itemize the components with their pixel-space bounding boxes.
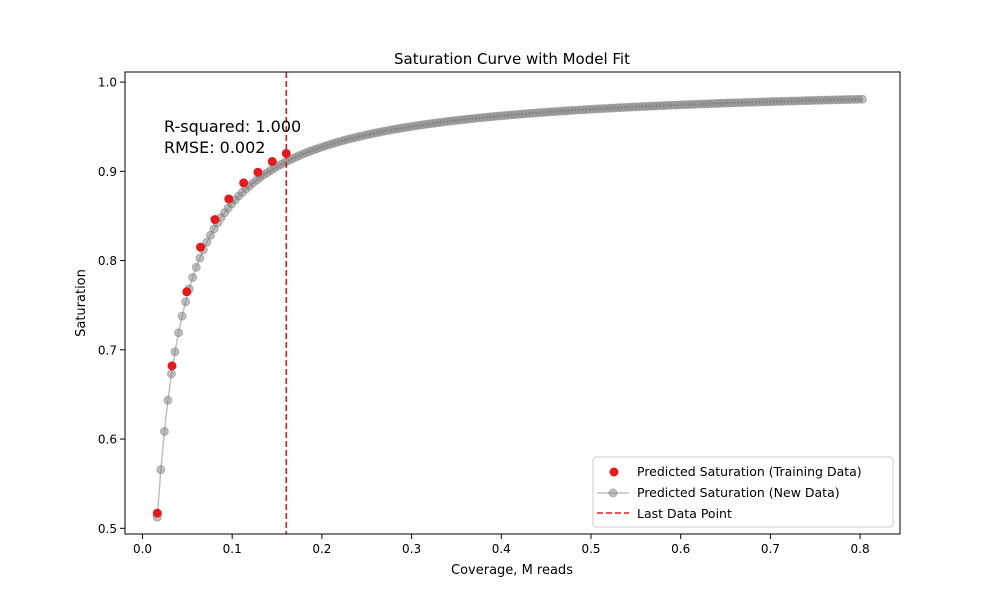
new-data-point [166,369,176,379]
training-data-point [224,194,234,204]
y-tick-label: 0.6 [98,433,117,447]
x-tick-label: 0.3 [402,542,421,556]
x-tick-label: 0.1 [223,542,242,556]
rmse-annotation: RMSE: 0.002 [164,138,265,157]
x-tick-label: 0.0 [133,542,152,556]
x-axis-label: Coverage, M reads [451,563,573,578]
training-data-point [196,242,206,252]
new-data-point [159,426,169,436]
new-data-point [156,465,166,475]
y-tick-label: 0.9 [98,165,117,179]
new-data-point [181,297,191,307]
x-axis: 0.0 0.1 0.2 0.3 0.4 0.5 0.6 0.7 0.8 [133,534,870,556]
legend-box [592,456,894,528]
y-axis: 0.5 0.6 0.7 0.8 0.9 1.0 [98,76,125,536]
training-data-point [167,361,177,371]
y-tick-label: 1.0 [98,76,117,90]
stats-annotation: R-squared: 1.000 RMSE: 0.002 [164,117,301,157]
y-axis-label: Saturation [74,269,89,337]
training-data-point [253,167,263,177]
x-tick-label: 0.7 [761,542,780,556]
new-data-point [188,273,198,282]
y-tick-label: 0.5 [98,522,117,536]
training-data-point [152,508,162,518]
new-data-point [191,262,201,272]
new-data-point [174,328,184,338]
new-data-point [170,347,180,357]
r-squared-annotation: R-squared: 1.000 [164,117,301,136]
plot-frame [124,71,901,535]
x-tick-label: 0.5 [581,542,600,556]
chart-title: Saturation Curve with Model Fit [394,50,630,68]
y-tick-label: 0.7 [98,343,117,357]
training-data-point [239,178,249,188]
new-data-point [202,237,212,247]
x-tick-label: 0.6 [671,542,690,556]
legend-marker-new [608,488,618,498]
new-data-point [177,311,187,321]
training-data-point [210,215,220,225]
training-data-point [267,157,277,167]
x-tick-label: 0.2 [312,542,331,556]
legend: Predicted Saturation (Training Data) Pre… [592,456,894,528]
new-data-point [857,94,867,104]
legend-marker-training [609,467,619,477]
x-tick-label: 0.8 [851,542,870,556]
training-data-point [182,287,192,297]
x-tick-label: 0.4 [492,542,511,556]
legend-label-last: Last Data Point [637,506,732,521]
y-tick-label: 0.8 [98,254,117,268]
new-data-point [163,395,173,405]
legend-label-training: Predicted Saturation (Training Data) [637,464,862,479]
training-data-layer [152,148,291,518]
new-data-point [195,253,205,263]
legend-label-new: Predicted Saturation (New Data) [637,485,840,500]
